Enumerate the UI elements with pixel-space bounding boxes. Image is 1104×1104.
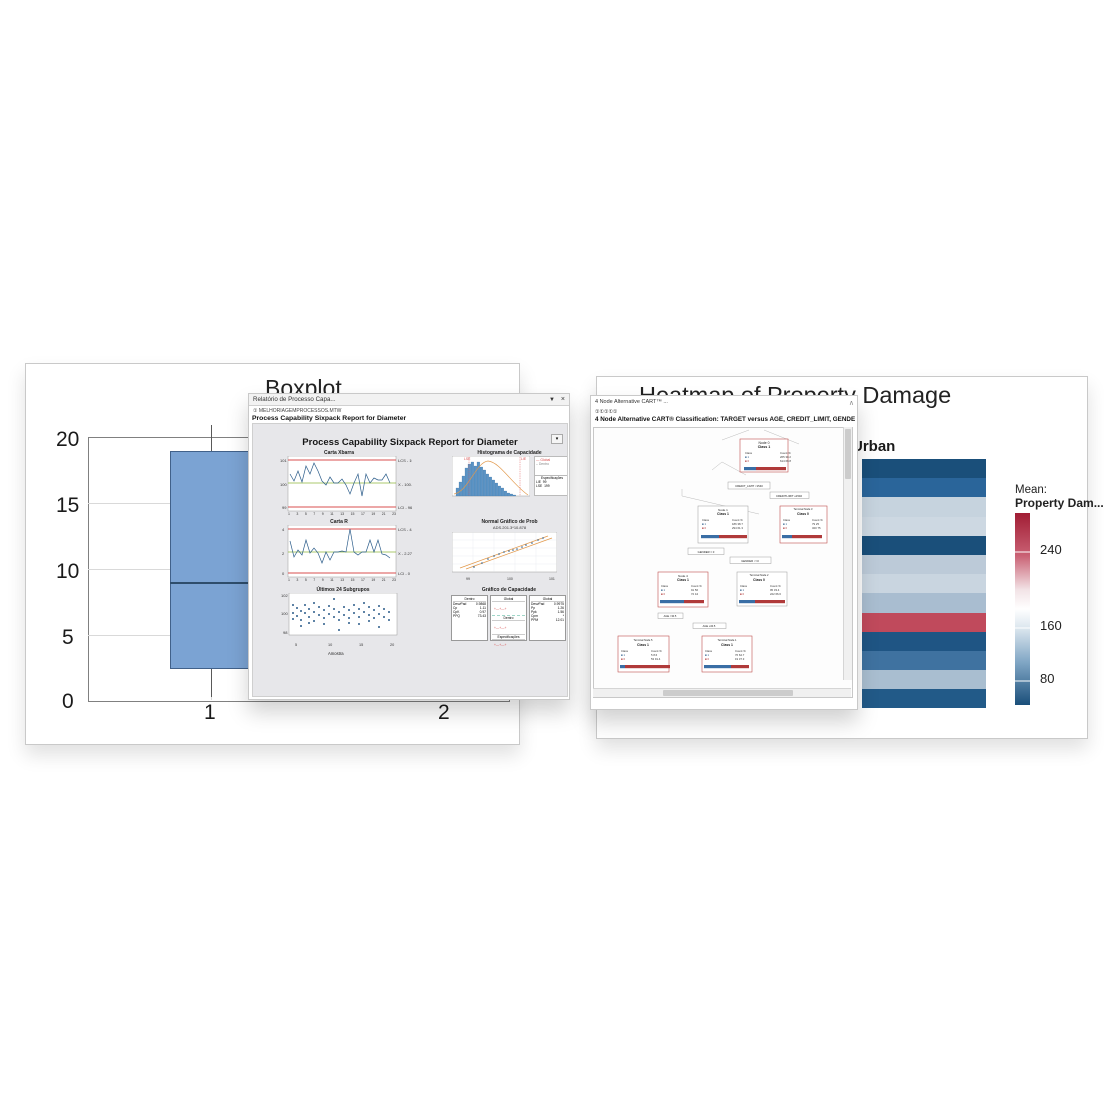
svg-text:■ 0: ■ 0 bbox=[621, 657, 625, 661]
svg-text:LCS - 4.301: LCS - 4.301 bbox=[398, 527, 412, 532]
svg-text:■ 0: ■ 0 bbox=[740, 592, 744, 596]
svg-text:LCS - 191.370: LCS - 191.370 bbox=[398, 458, 412, 463]
svg-text:98: 98 bbox=[283, 630, 288, 635]
svg-text:GENDER = 0: GENDER = 0 bbox=[698, 550, 715, 554]
svg-text:■ 0: ■ 0 bbox=[702, 526, 706, 530]
svg-text:CREDITLIMIT ≥1540: CREDITLIMIT ≥1540 bbox=[776, 494, 802, 498]
svg-text:2: 2 bbox=[282, 551, 285, 556]
svg-text:■ 0: ■ 0 bbox=[661, 592, 665, 596]
svg-text:72 44: 72 44 bbox=[691, 592, 698, 596]
svg-text:GENDER <>0: GENDER <>0 bbox=[741, 559, 759, 563]
svg-text:19 37.3: 19 37.3 bbox=[735, 657, 745, 661]
svg-text:X - 100.558: X - 100.558 bbox=[398, 482, 412, 487]
svg-text:AGE ≥30.5: AGE ≥30.5 bbox=[703, 624, 716, 628]
svg-text:■ 0: ■ 0 bbox=[705, 657, 709, 661]
svg-text:LCI - 96.701: LCI - 96.701 bbox=[398, 505, 412, 510]
svg-text:100: 100 bbox=[281, 611, 288, 616]
svg-text:Class 1: Class 1 bbox=[758, 445, 771, 449]
svg-text:Class 0: Class 0 bbox=[797, 512, 809, 516]
svg-text:LSE: LSE bbox=[464, 457, 471, 461]
svg-text:294 61.3: 294 61.3 bbox=[732, 526, 743, 530]
svg-text:X - 2.271: X - 2.271 bbox=[398, 551, 412, 556]
svg-text:102: 102 bbox=[281, 593, 288, 598]
svg-text:0: 0 bbox=[282, 571, 285, 576]
svg-text:Terminal Node 5: Terminal Node 5 bbox=[634, 638, 653, 642]
svg-text:Class 1: Class 1 bbox=[677, 578, 689, 582]
svg-text:Terminal Node 3: Terminal Node 3 bbox=[794, 507, 813, 511]
svg-text:99: 99 bbox=[282, 505, 287, 510]
svg-text:■ 0: ■ 0 bbox=[783, 526, 787, 530]
svg-text:101: 101 bbox=[280, 458, 287, 463]
svg-text:320 75: 320 75 bbox=[812, 526, 821, 530]
svg-text:AGE <30.5: AGE <30.5 bbox=[664, 614, 677, 618]
svg-text:100: 100 bbox=[280, 482, 287, 487]
svg-text:53 91.4: 53 91.4 bbox=[651, 657, 661, 661]
svg-text:LIE: LIE bbox=[521, 457, 527, 461]
svg-text:Class 1: Class 1 bbox=[721, 643, 733, 647]
svg-text:Terminal Node 1: Terminal Node 1 bbox=[718, 638, 737, 642]
svg-text:614 69.8: 614 69.8 bbox=[780, 459, 791, 463]
svg-text:222 66.6: 222 66.6 bbox=[770, 592, 781, 596]
svg-text:CREDIT_LIMIT <1540: CREDIT_LIMIT <1540 bbox=[735, 484, 763, 488]
svg-text:Class 0: Class 0 bbox=[753, 578, 765, 582]
svg-text:Class 1: Class 1 bbox=[637, 643, 649, 647]
svg-text:■ 0: ■ 0 bbox=[745, 459, 749, 463]
svg-text:4: 4 bbox=[282, 527, 285, 532]
svg-text:Class 1: Class 1 bbox=[717, 512, 729, 516]
svg-text:Terminal Node 2: Terminal Node 2 bbox=[750, 573, 769, 577]
svg-text:LCI - 0: LCI - 0 bbox=[398, 571, 411, 576]
